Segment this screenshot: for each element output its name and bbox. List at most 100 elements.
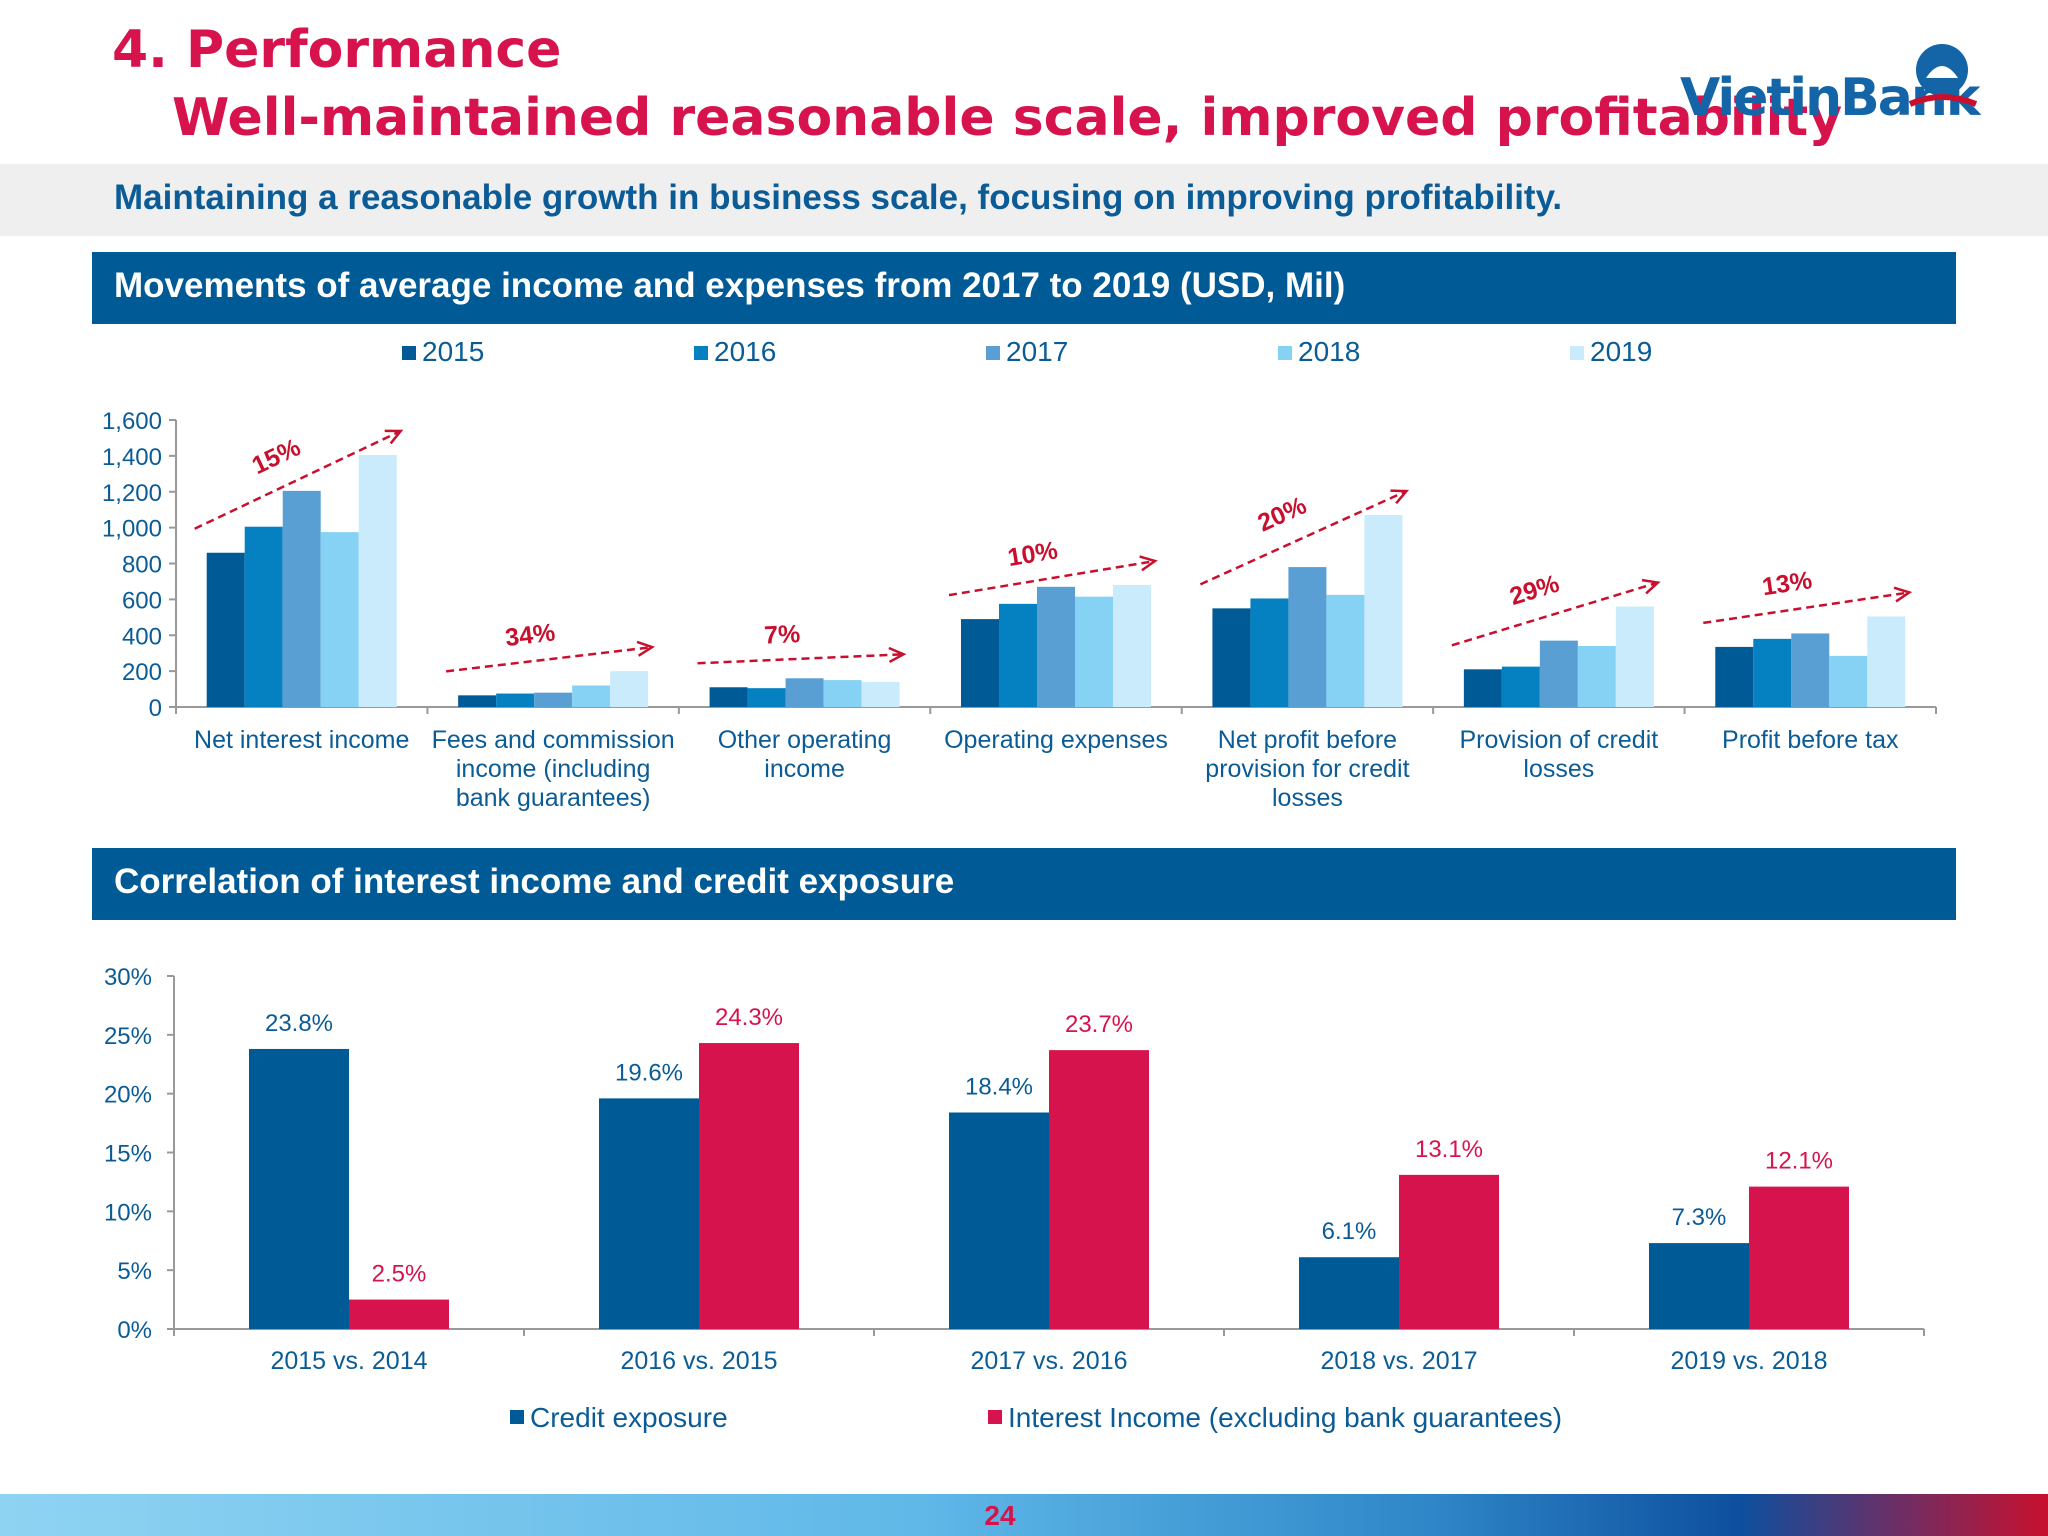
- bar-2019-6: [1867, 616, 1906, 707]
- legend-swatch-2016: [694, 346, 708, 360]
- bar-2016-5: [1501, 666, 1540, 707]
- bar-2018-3: [1075, 596, 1113, 707]
- bar-2015-1: [458, 695, 497, 707]
- legend-label-1: Interest Income (excluding bank guarante…: [1008, 1402, 1562, 1433]
- y-tick-label: 0%: [117, 1317, 152, 1344]
- bar-2017-2: [785, 678, 824, 707]
- growth-arrow-line: [948, 559, 1156, 597]
- subtitle-band: [0, 164, 2048, 236]
- growth-arrow-head: [888, 646, 907, 663]
- y-tick-label: 15%: [104, 1141, 152, 1168]
- bar-2016-2: [747, 688, 786, 707]
- data-label: 24.3%: [715, 1004, 783, 1031]
- growth-arrow-head: [1641, 578, 1661, 595]
- growth-label: 29%: [1507, 570, 1563, 611]
- growth-label: 15%: [248, 433, 305, 480]
- bar-2019-2: [861, 681, 900, 707]
- y-tick-label: 1,000: [102, 516, 162, 543]
- category-label: Operating expenses: [944, 726, 1168, 754]
- income-expenses-chart: 2015 2016 2017 2018 2019 0 200 400 600 800 1,000 1,…: [102, 336, 1937, 812]
- growth-arrow-line: [1703, 591, 1910, 625]
- y-tick-label: 30%: [104, 964, 152, 991]
- category-label: losses: [1272, 784, 1343, 812]
- slide-title-line1: 4. Performance: [112, 20, 562, 80]
- legend-swatch-2017: [986, 346, 1000, 360]
- bar-2017-4: [1288, 567, 1327, 707]
- bar-interest-income-3: [1399, 1174, 1499, 1329]
- y-tick-label: 800: [122, 552, 162, 579]
- bar-2017-3: [1037, 586, 1075, 707]
- legend-label-2017: 2017: [1006, 336, 1068, 367]
- section-title-correlation: Correlation of interest income and credi…: [114, 862, 955, 901]
- legend-swatch-0: [510, 1410, 524, 1424]
- bar-interest-income-2: [1049, 1050, 1149, 1329]
- bar-2017-0: [282, 490, 321, 707]
- growth-arrow-line: [1451, 581, 1659, 647]
- growth-label: 7%: [764, 620, 801, 650]
- category-label: 2016 vs. 2015: [620, 1347, 777, 1375]
- legend-swatch-2019: [1570, 346, 1584, 360]
- vietinbank-logo: VietinBank: [1680, 38, 1980, 128]
- section-header-correlation: Correlation of interest income and credi…: [92, 848, 1956, 920]
- legend-swatch-1: [988, 1410, 1002, 1424]
- category-label: 2019 vs. 2018: [1670, 1347, 1827, 1375]
- legend-swatch-2018: [1278, 346, 1292, 360]
- bar-2019-1: [610, 671, 649, 707]
- y-tick-label: 1,200: [102, 480, 162, 507]
- y-tick-label: 1,400: [102, 444, 162, 471]
- category-label: bank guarantees): [456, 784, 651, 812]
- y-tick-label: 200: [122, 659, 162, 686]
- slide-subtitle: Maintaining a reasonable growth in busin…: [114, 178, 1563, 217]
- legend-label-0: Credit exposure: [530, 1402, 728, 1433]
- y-tick-label: 25%: [104, 1023, 152, 1050]
- y-tick-label: 20%: [104, 1082, 152, 1109]
- slide-title-line2: Well-maintained reasonable scale, improv…: [172, 88, 1843, 148]
- growth-label: 34%: [504, 618, 557, 652]
- bar-2018-0: [320, 532, 359, 707]
- y-tick-label: 400: [122, 623, 162, 650]
- growth-arrow-head: [384, 429, 404, 445]
- bar-2018-1: [572, 685, 611, 707]
- y-tick-label: 1,600: [102, 408, 162, 435]
- bar-2017-1: [534, 692, 573, 707]
- bar-2018-5: [1577, 646, 1616, 707]
- y-tick-label: 5%: [117, 1258, 152, 1285]
- y-tick-label: 0: [149, 695, 162, 722]
- bar-2016-6: [1753, 638, 1792, 707]
- bar-2016-3: [999, 603, 1037, 707]
- category-label: Net interest income: [194, 726, 409, 754]
- category-label: Fees and commission: [432, 726, 675, 754]
- category-label: losses: [1523, 755, 1594, 783]
- section-header-income-expenses: Movements of average income and expenses…: [92, 252, 1956, 324]
- legend-swatch-2015: [402, 346, 416, 360]
- bar-2016-4: [1250, 598, 1289, 707]
- bar-2015-3: [961, 619, 999, 707]
- data-label: 13.1%: [1415, 1136, 1483, 1163]
- bar-2017-5: [1539, 640, 1578, 707]
- growth-arrow-head: [636, 640, 655, 657]
- bar-2016-0: [244, 526, 283, 707]
- bar-2018-6: [1829, 655, 1868, 707]
- growth-arrow-line: [1199, 489, 1407, 586]
- correlation-chart: 0% 5% 10% 15% 20% 25% 30% 23.8% 2.5% 2015 vs. 201…: [104, 964, 1925, 1433]
- page-number: 24: [984, 1500, 1016, 1531]
- growth-arrow-line: [445, 645, 653, 673]
- bar-2015-6: [1715, 646, 1754, 707]
- bar-credit-exposure-4: [1649, 1243, 1749, 1329]
- y-tick-label: 600: [122, 587, 162, 614]
- category-label: 2015 vs. 2014: [270, 1347, 427, 1375]
- category-label: 2018 vs. 2017: [1320, 1347, 1477, 1375]
- bar-2019-3: [1113, 585, 1151, 707]
- growth-label: 20%: [1254, 491, 1311, 537]
- section-title-income-expenses: Movements of average income and expenses…: [114, 266, 1346, 305]
- bar-2015-0: [206, 552, 245, 707]
- growth-label: 10%: [1006, 536, 1060, 572]
- bar-credit-exposure-2: [949, 1112, 1049, 1329]
- bar-2019-5: [1615, 606, 1654, 707]
- bar-interest-income-4: [1749, 1186, 1849, 1329]
- legend-label-2016: 2016: [714, 336, 776, 367]
- y-tick-label: 10%: [104, 1199, 152, 1226]
- category-label: Profit before tax: [1722, 726, 1899, 754]
- logo-emblem-icon: [1908, 44, 1978, 107]
- data-label: 23.8%: [265, 1010, 333, 1037]
